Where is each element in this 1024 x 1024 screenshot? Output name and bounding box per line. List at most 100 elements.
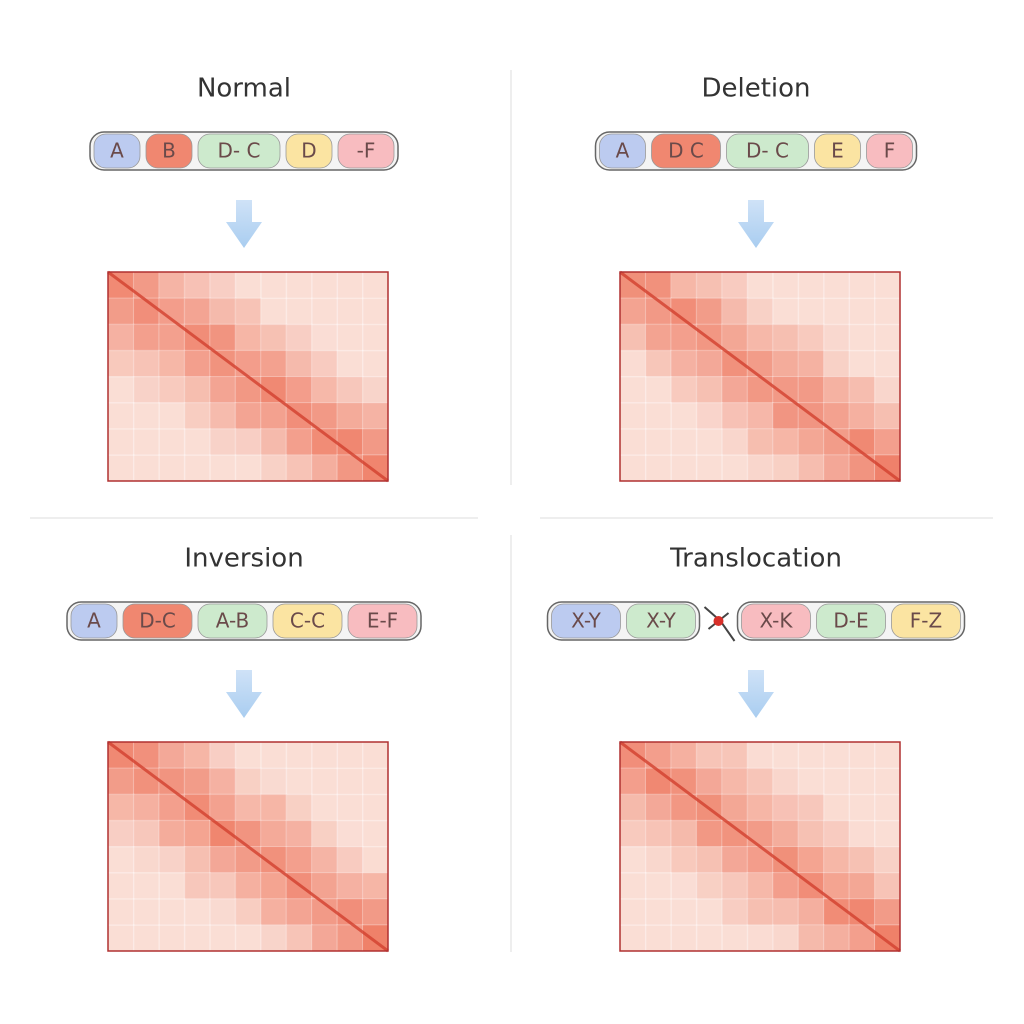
heatmap-cell [644, 819, 672, 848]
segment-label: D-E [833, 609, 868, 633]
heatmap-cell [670, 428, 698, 456]
heatmap [107, 740, 389, 953]
heatmap [107, 270, 389, 483]
heatmap-cell [183, 898, 211, 926]
heatmap-cell [797, 323, 825, 352]
heatmap-cell [285, 428, 313, 456]
segment [599, 133, 646, 169]
heatmap-cell [183, 402, 211, 430]
heatmap-cell [107, 323, 135, 352]
heatmap-cell [183, 428, 211, 456]
heatmap-cell [772, 454, 800, 482]
segment-label: X-Y [571, 609, 602, 633]
heatmap-cell [260, 271, 288, 300]
heatmap-cell [285, 297, 313, 326]
heatmap-cell [285, 846, 313, 874]
segment-label: E [831, 139, 844, 163]
heatmap-cell [772, 872, 800, 900]
segment [626, 603, 696, 639]
heatmap-cell [695, 741, 723, 770]
heatmap-cell [670, 402, 698, 430]
heatmap-cell [260, 741, 288, 770]
heatmap-cell [772, 402, 800, 430]
segment [651, 133, 721, 169]
heatmap-cell [311, 819, 339, 848]
heatmap-cell [336, 349, 364, 378]
heatmap-cell [746, 898, 774, 926]
heatmap-cell [158, 428, 186, 456]
heatmap-cell [874, 872, 902, 900]
heatmap-cell [797, 454, 825, 482]
heatmap-cell [721, 297, 749, 326]
heatmap-cell [336, 271, 364, 300]
heatmap-cell [772, 297, 800, 326]
heatmap-cell [695, 271, 723, 300]
heatmap-cell [362, 872, 389, 900]
heatmap-cell [772, 349, 800, 378]
heatmap-cell [644, 454, 672, 482]
heatmap-cell [772, 741, 800, 770]
segment-label: C-C [290, 609, 325, 633]
heatmap-cell [107, 402, 135, 430]
heatmap-cell [183, 846, 211, 874]
heatmap-cell [848, 741, 876, 770]
heatmap-cell [823, 846, 851, 874]
heatmap-cell [285, 819, 313, 848]
heatmap-cell [234, 819, 262, 848]
heatmap-cell [132, 428, 160, 456]
heatmap-cell [336, 819, 364, 848]
heatmap-cell [362, 898, 389, 926]
segment [197, 603, 268, 639]
segment-label: B [162, 139, 176, 163]
heatmap-cell [721, 428, 749, 456]
heatmap-cell [260, 767, 288, 796]
heatmap-cell [721, 872, 749, 900]
heatmap-cell [874, 846, 902, 874]
heatmap-cell [670, 819, 698, 848]
heatmap-cell [311, 376, 339, 404]
heatmap-cell [107, 898, 135, 926]
panel-title: Normal [197, 74, 291, 104]
heatmap-cell [132, 402, 160, 430]
heatmap-cell [848, 297, 876, 326]
heatmap-cell [619, 297, 647, 326]
heatmap-cell [285, 924, 313, 952]
segment [741, 603, 811, 639]
heatmap-cell [797, 376, 825, 404]
heatmap-cell [158, 376, 186, 404]
heatmap-cell [746, 846, 774, 874]
heatmap-cell [362, 846, 389, 874]
heatmap-cell [874, 271, 902, 300]
heatmap-cell [336, 323, 364, 352]
heatmap-cell [260, 924, 288, 952]
heatmap-cell [209, 428, 237, 456]
heatmap-cell [874, 767, 902, 796]
heatmap-cell [362, 323, 389, 352]
heatmap-cell [772, 898, 800, 926]
heatmap-cell [670, 793, 698, 822]
heatmap-cell [209, 297, 237, 326]
heatmap-cell [234, 741, 262, 770]
heatmap-cell [311, 793, 339, 822]
heatmap-cell [619, 454, 647, 482]
heatmap-cell [797, 924, 825, 952]
segment-label: -F [357, 139, 376, 163]
heatmap-cell [644, 898, 672, 926]
heatmap-cell [209, 271, 237, 300]
heatmap-border [619, 271, 901, 482]
arrow [738, 200, 774, 248]
heatmap-cell [260, 898, 288, 926]
heatmap-cell [158, 402, 186, 430]
heatmap-cell [209, 872, 237, 900]
heatmap-cell [132, 846, 160, 874]
heatmap-cell [670, 846, 698, 874]
heatmap-cell [797, 349, 825, 378]
heatmap-cell [721, 402, 749, 430]
panel-title: Inversion [184, 544, 303, 574]
heatmap-cell [183, 376, 211, 404]
heatmap-cell [132, 793, 160, 822]
heatmap-cell [260, 297, 288, 326]
heatmap-cell [209, 323, 237, 352]
heatmap-cell [721, 741, 749, 770]
